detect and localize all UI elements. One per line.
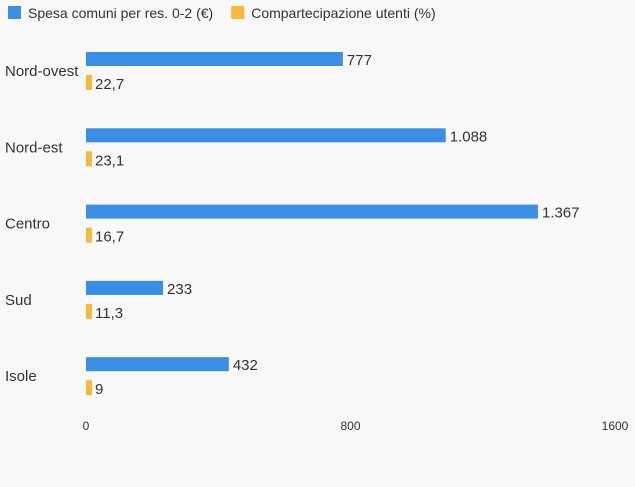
category-label: Isole	[5, 368, 37, 385]
data-label-spesa: 432	[233, 357, 258, 374]
bar-spesa	[86, 280, 164, 295]
legend-swatch-1	[8, 6, 21, 19]
data-label-spesa: 233	[167, 281, 192, 298]
x-tick-label: 1600	[602, 419, 629, 433]
data-label-compartecipazione: 11,3	[95, 305, 123, 322]
data-label-compartecipazione: 23,1	[95, 152, 124, 169]
category-label: Sud	[5, 292, 32, 309]
bar-spesa	[86, 52, 343, 66]
bar-compartecipazione	[86, 75, 92, 90]
data-label-spesa: 1.367	[542, 205, 580, 222]
x-tick-label: 800	[340, 419, 360, 433]
bar-compartecipazione	[86, 227, 92, 243]
data-label-spesa: 777	[347, 52, 372, 69]
bar-compartecipazione	[86, 151, 92, 167]
data-label-spesa: 1.088	[450, 128, 488, 145]
bar-compartecipazione	[86, 303, 92, 319]
category-label: Nord-est	[5, 139, 63, 156]
bar-compartecipazione	[86, 380, 92, 396]
data-label-compartecipazione: 22,7	[95, 76, 124, 93]
legend-label-2: Compartecipazione utenti (%)	[251, 5, 435, 21]
category-label: Nord-ovest	[5, 63, 79, 80]
bar-spesa	[86, 204, 538, 219]
legend-label-1: Spesa comuni per res. 0-2 (€)	[28, 5, 213, 21]
x-tick-label: 0	[83, 419, 90, 433]
data-label-compartecipazione: 16,7	[95, 229, 124, 246]
bar-spesa	[86, 128, 446, 143]
legend-swatch-2	[231, 6, 245, 19]
data-label-compartecipazione: 9	[95, 381, 103, 398]
bar-spesa	[86, 357, 229, 372]
category-label: Centro	[5, 216, 50, 233]
